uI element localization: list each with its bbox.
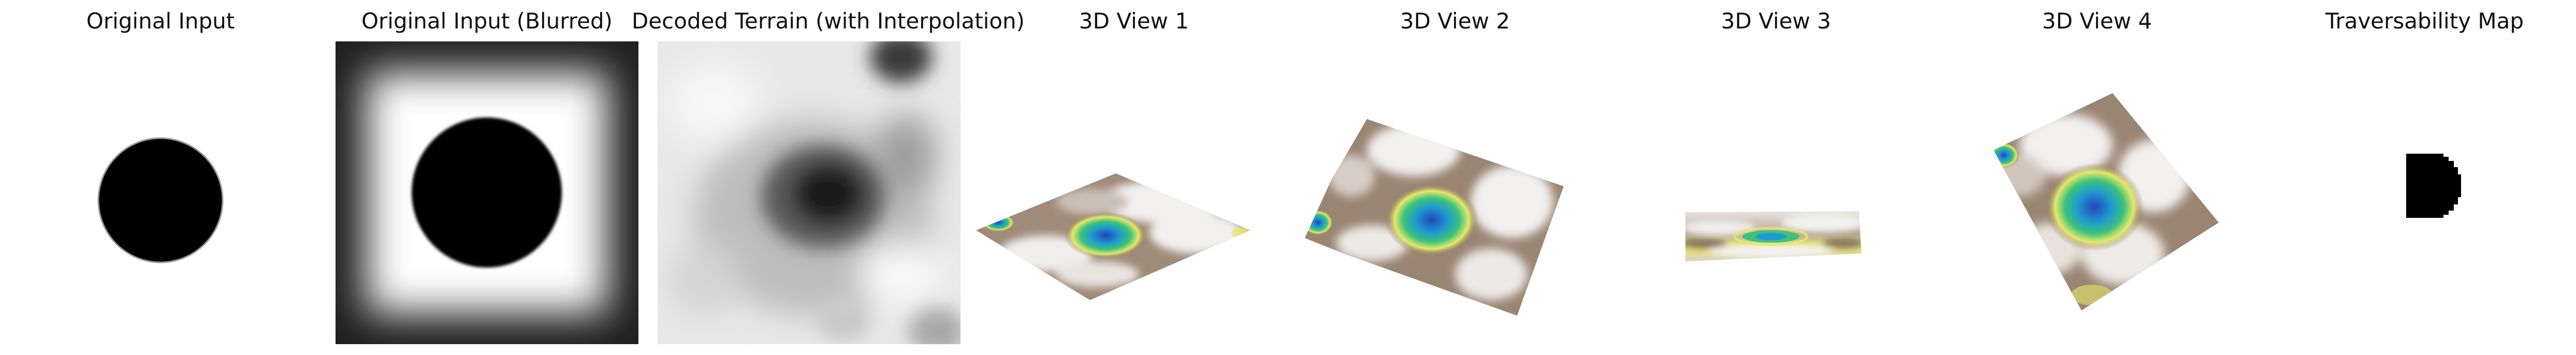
panel-title: 3D View 3 [1721,8,1831,34]
traversability-mask [2406,154,2466,218]
panel-3d-view-1: 3D View 1 [973,0,1294,355]
panel-title: 3D View 1 [1079,8,1189,34]
panel-title: Original Input [86,8,235,34]
terrain-surface-3d [973,155,1294,310]
panel-title: Decoded Terrain (with Interpolation) [632,8,1025,34]
panel-original-input-blurred: Original Input (Blurred) [336,0,638,355]
terrain-surface-3d [1937,88,2258,316]
panel-decoded-terrain: Decoded Terrain (with Interpolation) [632,0,1025,355]
terrain-surface-3d [1294,114,1616,321]
panel-3d-view-3: 3D View 3 [1616,0,1937,355]
black-circle-image [96,136,225,265]
blurred-circle-image [336,41,638,344]
panel-3d-view-4: 3D View 4 [1937,0,2258,355]
decoded-terrain-image [658,41,960,344]
terrain-surface-3d [1616,202,1937,274]
panel-original-input: Original Input [0,0,321,355]
panel-3d-view-2: 3D View 2 [1294,0,1616,355]
panel-title: 3D View 2 [1400,8,1510,34]
panel-title: Original Input (Blurred) [361,8,613,34]
panel-title: 3D View 4 [2042,8,2152,34]
panel-title: Traversability Map [2325,8,2524,34]
panel-traversability-map: Traversability Map [2273,0,2576,355]
